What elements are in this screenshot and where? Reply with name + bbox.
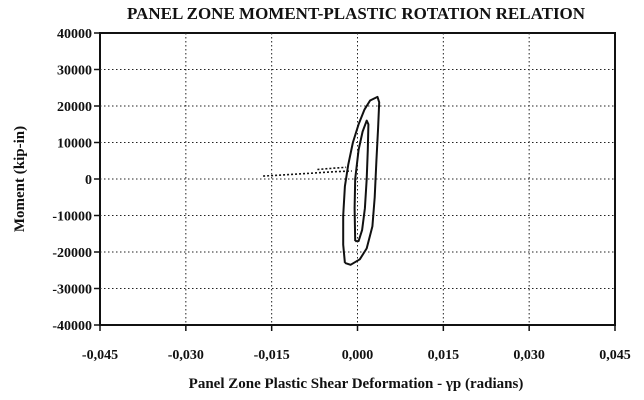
y-tick-label: 0 (85, 173, 92, 188)
x-tick-label: -0,015 (254, 348, 290, 363)
x-axis-label: Panel Zone Plastic Shear Deformation - γ… (189, 376, 524, 392)
x-tick-label: 0,045 (599, 348, 631, 363)
series-layer (263, 95, 381, 266)
y-tick-label: -40000 (52, 319, 92, 334)
y-tick-label: 30000 (57, 64, 92, 79)
x-tick-label: 0,030 (513, 348, 545, 363)
y-tick-label: -10000 (52, 210, 92, 225)
x-tick-label: 0,015 (428, 348, 460, 363)
y-tick-label: 20000 (57, 100, 92, 115)
hysteresis-curve-4 (317, 166, 347, 171)
chart-title: PANEL ZONE MOMENT-PLASTIC ROTATION RELAT… (127, 4, 586, 23)
y-axis-ticks: 40000 30000 20000 10000 0 -10000 -20000 -30000 -… (52, 27, 100, 334)
x-tick-label: -0,045 (82, 348, 118, 363)
grid-layer (100, 33, 615, 325)
hysteresis-curve-3 (263, 170, 352, 177)
x-axis-ticks: -0,045 -0,030 -0,015 0,000 0,015 0,030 0,045 (82, 325, 631, 363)
y-tick-label: -20000 (52, 246, 92, 261)
y-tick-label: -30000 (52, 283, 92, 298)
y-tick-label: 10000 (57, 137, 92, 152)
y-tick-label: 40000 (57, 27, 92, 42)
hysteresis-curve-1 (342, 95, 381, 266)
y-axis-label: Moment (kip-in) (12, 126, 28, 232)
x-tick-label: -0,030 (168, 348, 204, 363)
hysteresis-curve-2 (353, 119, 370, 243)
x-tick-label: 0,000 (342, 348, 374, 363)
